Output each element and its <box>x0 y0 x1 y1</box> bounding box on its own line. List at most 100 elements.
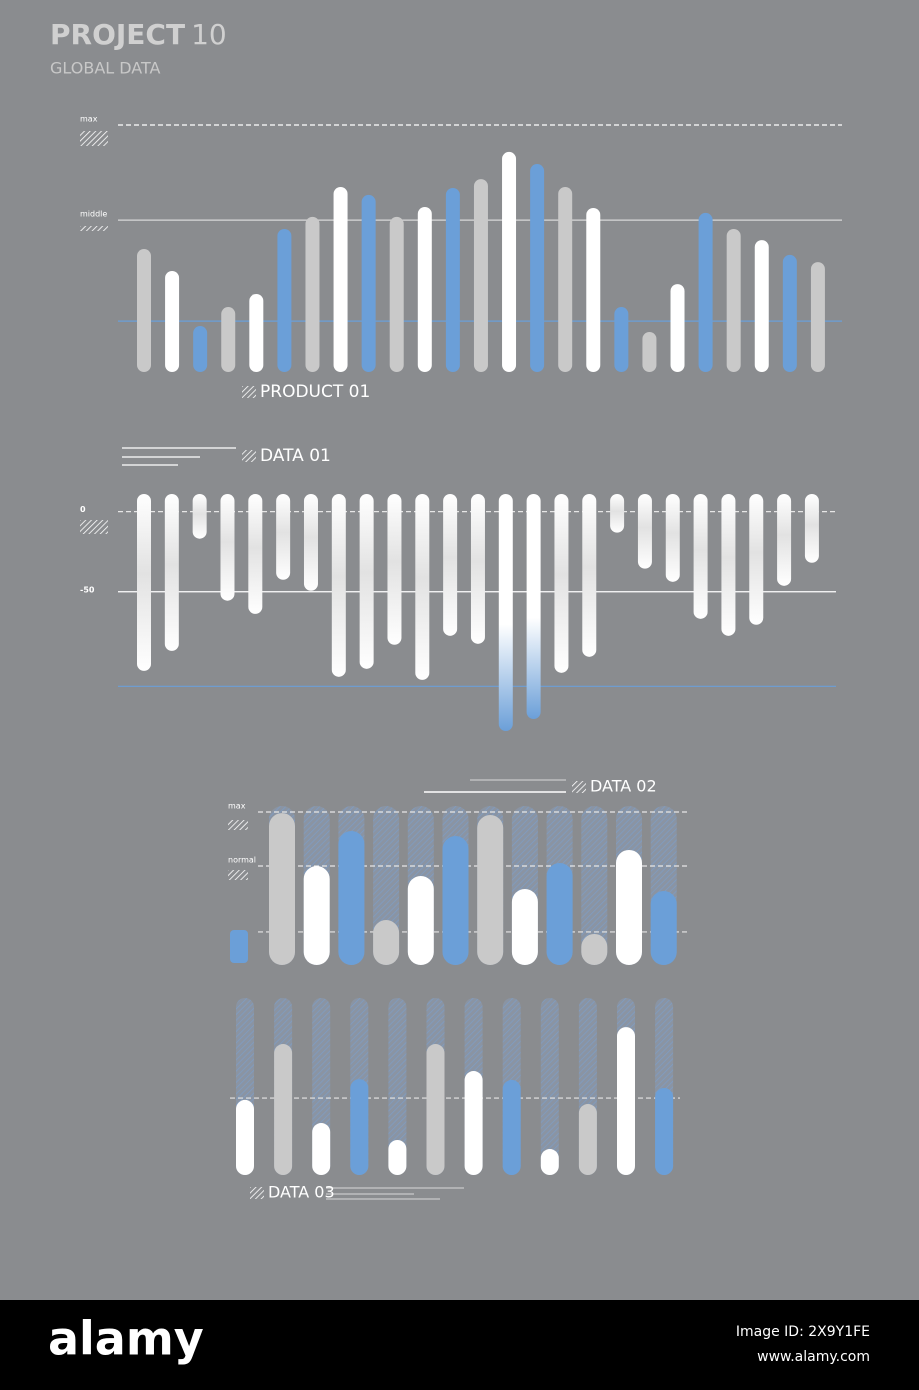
bar <box>331 494 346 677</box>
bar <box>655 1087 674 1175</box>
bar <box>578 1104 597 1175</box>
footer-image-id: Image ID: 2X9Y1FE <box>736 1324 870 1340</box>
bar <box>305 216 320 372</box>
bar <box>221 307 236 372</box>
bar <box>616 849 642 965</box>
bar <box>387 494 402 645</box>
bar <box>276 494 291 580</box>
bar <box>670 284 685 372</box>
bar-track <box>581 806 608 965</box>
bar <box>721 494 736 636</box>
bar <box>804 494 819 563</box>
reference-label: max <box>228 802 246 811</box>
bar <box>526 494 541 720</box>
bar <box>249 293 264 372</box>
bar <box>407 875 434 965</box>
chart-title: DATA 02 <box>590 777 657 796</box>
bar <box>312 1123 331 1175</box>
bar <box>642 331 657 372</box>
bar <box>502 1079 521 1175</box>
footer-band <box>0 1300 919 1390</box>
bar <box>333 186 348 372</box>
title-hatch <box>242 386 256 398</box>
y-tick-label: -50 <box>80 585 95 594</box>
bar <box>269 813 295 965</box>
bar <box>586 207 601 372</box>
bar <box>473 179 488 372</box>
bar <box>777 494 792 586</box>
bar <box>782 254 797 372</box>
title-hatch <box>572 781 586 793</box>
bar <box>754 240 769 372</box>
bar <box>726 228 741 372</box>
bar <box>749 494 764 625</box>
bar <box>193 326 208 372</box>
bar <box>540 1149 559 1175</box>
bar <box>637 494 652 569</box>
title-number: 10 <box>191 18 227 51</box>
chart-title: DATA 03 <box>268 1183 335 1202</box>
title-word: PROJECT <box>50 18 185 51</box>
bar <box>442 836 469 965</box>
bar <box>388 1139 407 1175</box>
bar <box>464 1071 483 1175</box>
bar <box>220 494 235 601</box>
bar-track <box>388 998 407 1175</box>
bar <box>546 862 573 965</box>
page-subtitle: GLOBAL DATA <box>50 59 161 78</box>
bar <box>477 815 504 965</box>
hatch-icon <box>228 870 248 880</box>
bar <box>417 207 432 372</box>
hatch-icon <box>80 131 108 146</box>
bar <box>581 933 608 965</box>
hatch-icon <box>80 226 108 231</box>
bar <box>165 270 180 372</box>
hatch-icon <box>80 520 108 534</box>
y-tick-label: 0 <box>80 505 86 514</box>
page-title: PROJECT 10 <box>50 18 227 51</box>
bar <box>361 194 376 372</box>
bar <box>698 212 713 372</box>
bar <box>415 494 430 680</box>
bar <box>389 216 404 372</box>
bar <box>445 187 460 372</box>
reference-label: max <box>80 115 98 124</box>
bar <box>338 830 365 965</box>
bar <box>359 494 374 669</box>
bar <box>164 494 179 651</box>
bar <box>426 1044 445 1175</box>
bar <box>498 494 513 732</box>
bar <box>137 248 151 372</box>
bar <box>470 494 485 644</box>
bar <box>248 494 263 614</box>
bar <box>350 1079 369 1175</box>
title-hatch <box>242 450 256 462</box>
reference-label: normal <box>228 856 256 865</box>
bar <box>610 494 625 533</box>
bar <box>236 1099 254 1175</box>
bar <box>137 494 151 671</box>
title-hatch <box>250 1187 264 1199</box>
bar <box>650 890 677 965</box>
chart-title: PRODUCT 01 <box>260 382 370 402</box>
bar <box>443 494 458 636</box>
swatch <box>230 930 248 963</box>
footer-brand: alamy <box>48 1312 204 1366</box>
bar <box>558 186 573 372</box>
bar-track <box>540 998 559 1175</box>
charts: PRODUCT 01 max middle DATA 01 0 -50 DATA 02 max… <box>80 115 842 1202</box>
bar <box>554 494 569 673</box>
hatch-icon <box>228 820 248 830</box>
bar <box>502 151 517 372</box>
chart-title: DATA 01 <box>260 446 331 466</box>
bar <box>277 228 292 372</box>
bar <box>303 494 318 591</box>
bar <box>192 494 207 539</box>
bar <box>582 494 597 657</box>
bar <box>614 307 629 372</box>
bar <box>617 1027 635 1175</box>
footer-url: www.alamy.com <box>757 1349 870 1365</box>
bar <box>665 494 680 582</box>
bar <box>303 866 330 965</box>
